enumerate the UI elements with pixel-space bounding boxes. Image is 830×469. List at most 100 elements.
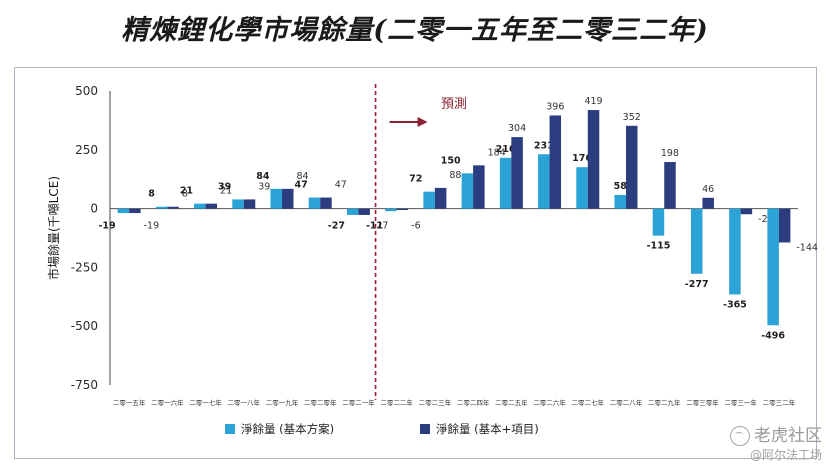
data-label: 39	[258, 181, 270, 192]
data-label: 58	[614, 181, 628, 192]
bar-project	[358, 208, 370, 215]
x-tick-label: 二零一八年	[228, 398, 261, 407]
x-tick-label: 二零一七年	[189, 398, 222, 407]
bar-base	[308, 197, 321, 209]
y-tick-label: 0	[90, 202, 98, 216]
bar-base	[576, 167, 588, 209]
x-tick-label: 二零二八年	[610, 398, 643, 407]
bar-project	[396, 208, 409, 211]
x-tick-label: 二零二零年	[304, 398, 337, 407]
data-label: -27	[373, 221, 389, 232]
data-label: 8	[182, 189, 188, 200]
data-label: 150	[441, 155, 461, 166]
data-label: -277	[685, 279, 709, 290]
bar-project	[549, 115, 562, 209]
data-label: 352	[623, 112, 641, 123]
data-label: 46	[702, 184, 714, 195]
bar-base	[117, 208, 130, 214]
bar-project	[702, 197, 714, 209]
bar-base	[385, 208, 397, 212]
bar-base	[690, 208, 703, 274]
x-tick-label: 二零三一年	[724, 398, 757, 407]
bar-base	[423, 191, 435, 209]
data-label: 8	[148, 189, 155, 200]
data-label: 304	[508, 123, 526, 134]
bar-base	[194, 203, 206, 209]
y-tick-label: -250	[71, 260, 98, 274]
bar-base	[652, 208, 665, 236]
watermark-handle: @阿尔法工场	[749, 448, 822, 462]
y-tick-label: 250	[75, 143, 98, 157]
y-tick-label: -500	[71, 319, 98, 333]
legend-label: 淨餘量 (基本+項目)	[436, 422, 539, 436]
x-tick-label: 二零二四年	[457, 398, 490, 407]
bar-project	[205, 203, 218, 209]
data-label: 84	[297, 171, 309, 182]
chart-title: 精煉鋰化學市場餘量(二零一五年至二零三二年)	[121, 15, 709, 46]
bar-project	[434, 187, 447, 209]
data-label: 21	[220, 186, 232, 197]
bar-base	[155, 206, 168, 209]
bar-project	[320, 197, 332, 209]
bar-project	[167, 206, 179, 209]
data-label: 396	[546, 101, 564, 112]
data-label: 198	[661, 148, 679, 159]
watermark: 老虎社区 @阿尔法工场	[730, 421, 822, 463]
bar-project	[664, 162, 676, 209]
bar-base	[270, 188, 282, 209]
data-label: 72	[409, 174, 422, 185]
data-label: -144	[796, 242, 818, 253]
bar-base	[499, 157, 512, 209]
x-tick-label: 二零二一年	[342, 398, 375, 407]
bar-project	[282, 188, 294, 209]
bar-project	[511, 137, 523, 209]
bar-base	[346, 208, 359, 215]
data-label: -11	[366, 221, 383, 232]
y-tick-label: -750	[71, 378, 98, 392]
forecast-annotation: 預測	[441, 97, 467, 112]
bar-project	[626, 125, 638, 209]
data-label: 39	[218, 181, 231, 192]
data-label: 176	[572, 153, 592, 164]
data-label: -19	[144, 221, 160, 232]
data-label: -6	[411, 221, 420, 232]
x-tick-label: 二零二九年	[648, 398, 681, 407]
watermark-brand: 老虎社区	[754, 426, 822, 446]
x-tick-label: 二零三零年	[686, 398, 719, 407]
bar-project	[778, 208, 791, 243]
bar-project	[740, 208, 753, 215]
chart-frame	[14, 67, 817, 459]
data-label: -115	[647, 241, 671, 252]
bar-project	[587, 110, 600, 209]
x-tick-label: 二零二三年	[419, 398, 452, 407]
y-tick-label: 500	[75, 84, 98, 98]
legend-swatch	[225, 424, 235, 434]
data-label: 84	[256, 171, 270, 182]
legend-swatch	[420, 424, 430, 434]
x-tick-label: 二零二五年	[495, 398, 528, 407]
bar-base	[538, 154, 550, 209]
data-label: -496	[761, 330, 785, 341]
bar-base	[614, 194, 626, 209]
data-label: 419	[584, 96, 602, 107]
x-tick-label: 二零一九年	[266, 398, 299, 407]
data-label: 231	[534, 140, 554, 151]
bar-base	[729, 208, 741, 295]
data-label: 21	[180, 186, 193, 197]
data-label: -19	[98, 221, 115, 232]
data-label: 47	[294, 180, 307, 191]
data-label: -365	[723, 299, 747, 310]
forecast-arrow-icon	[417, 117, 428, 127]
y-axis-label: 市場餘量(千噸LCE)	[46, 176, 61, 280]
data-label: 47	[335, 180, 347, 191]
data-label: -24	[758, 214, 774, 225]
bar-base	[767, 208, 779, 326]
bar-base	[461, 173, 474, 209]
x-tick-label: 二零一六年	[151, 398, 184, 407]
data-label: 216	[496, 144, 516, 155]
bar-project	[129, 208, 141, 214]
x-tick-label: 二零二二年	[380, 398, 413, 407]
legend-label: 淨餘量 (基本方案)	[241, 422, 334, 436]
bar-project	[243, 199, 256, 209]
